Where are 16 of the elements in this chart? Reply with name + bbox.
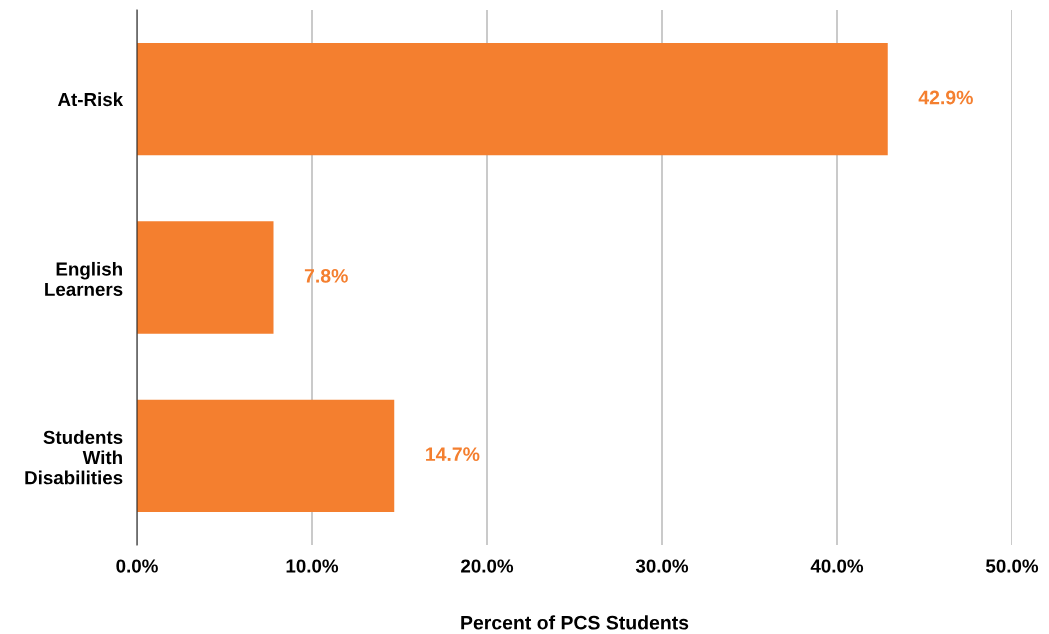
y-tick-label: English Learners bbox=[45, 261, 123, 296]
x-tick-label: 0.0% bbox=[116, 559, 158, 573]
bar bbox=[137, 221, 274, 334]
x-tick-label: 30.0% bbox=[635, 559, 689, 573]
x-tick-label: 40.0% bbox=[810, 559, 864, 573]
bar bbox=[137, 42, 888, 156]
data-label: 7.8% bbox=[304, 268, 348, 283]
x-tick-label: 10.0% bbox=[286, 559, 339, 573]
x-axis-title: Percent of PCS Students bbox=[461, 615, 689, 630]
bar bbox=[137, 399, 395, 513]
x-tick-label: 50.0% bbox=[986, 559, 1039, 573]
y-tick-label: Students With Disabilities bbox=[25, 430, 123, 485]
data-label: 14.7% bbox=[426, 447, 480, 462]
y-tick-label: At-Risk bbox=[57, 92, 124, 107]
x-tick-label: 20.0% bbox=[461, 559, 514, 573]
data-label: 42.9% bbox=[918, 90, 973, 105]
